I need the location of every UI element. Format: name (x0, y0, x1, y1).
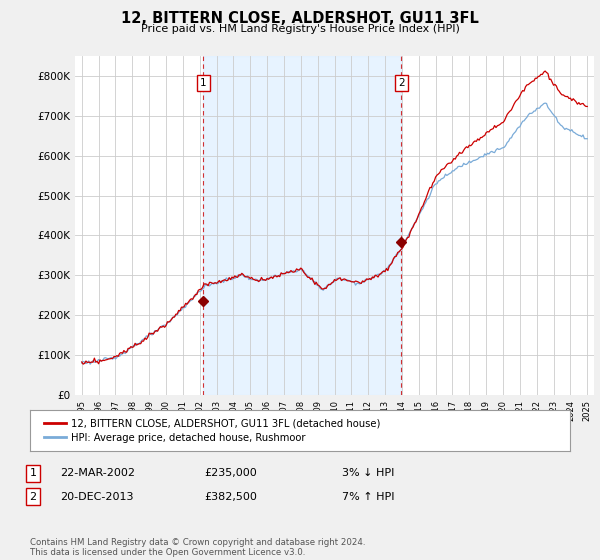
Text: 20-DEC-2013: 20-DEC-2013 (60, 492, 133, 502)
Text: 3% ↓ HPI: 3% ↓ HPI (342, 468, 394, 478)
Legend: 12, BITTERN CLOSE, ALDERSHOT, GU11 3FL (detached house), HPI: Average price, det: 12, BITTERN CLOSE, ALDERSHOT, GU11 3FL (… (40, 414, 385, 447)
Text: 12, BITTERN CLOSE, ALDERSHOT, GU11 3FL: 12, BITTERN CLOSE, ALDERSHOT, GU11 3FL (121, 11, 479, 26)
Text: 1: 1 (200, 78, 207, 88)
Text: £235,000: £235,000 (204, 468, 257, 478)
Text: 22-MAR-2002: 22-MAR-2002 (60, 468, 135, 478)
Text: 1: 1 (29, 468, 37, 478)
Text: Price paid vs. HM Land Registry's House Price Index (HPI): Price paid vs. HM Land Registry's House … (140, 24, 460, 34)
Text: 2: 2 (398, 78, 405, 88)
Text: 7% ↑ HPI: 7% ↑ HPI (342, 492, 395, 502)
Text: Contains HM Land Registry data © Crown copyright and database right 2024.
This d: Contains HM Land Registry data © Crown c… (30, 538, 365, 557)
Text: £382,500: £382,500 (204, 492, 257, 502)
Bar (203, 56, 401, 395)
Text: 2: 2 (29, 492, 37, 502)
